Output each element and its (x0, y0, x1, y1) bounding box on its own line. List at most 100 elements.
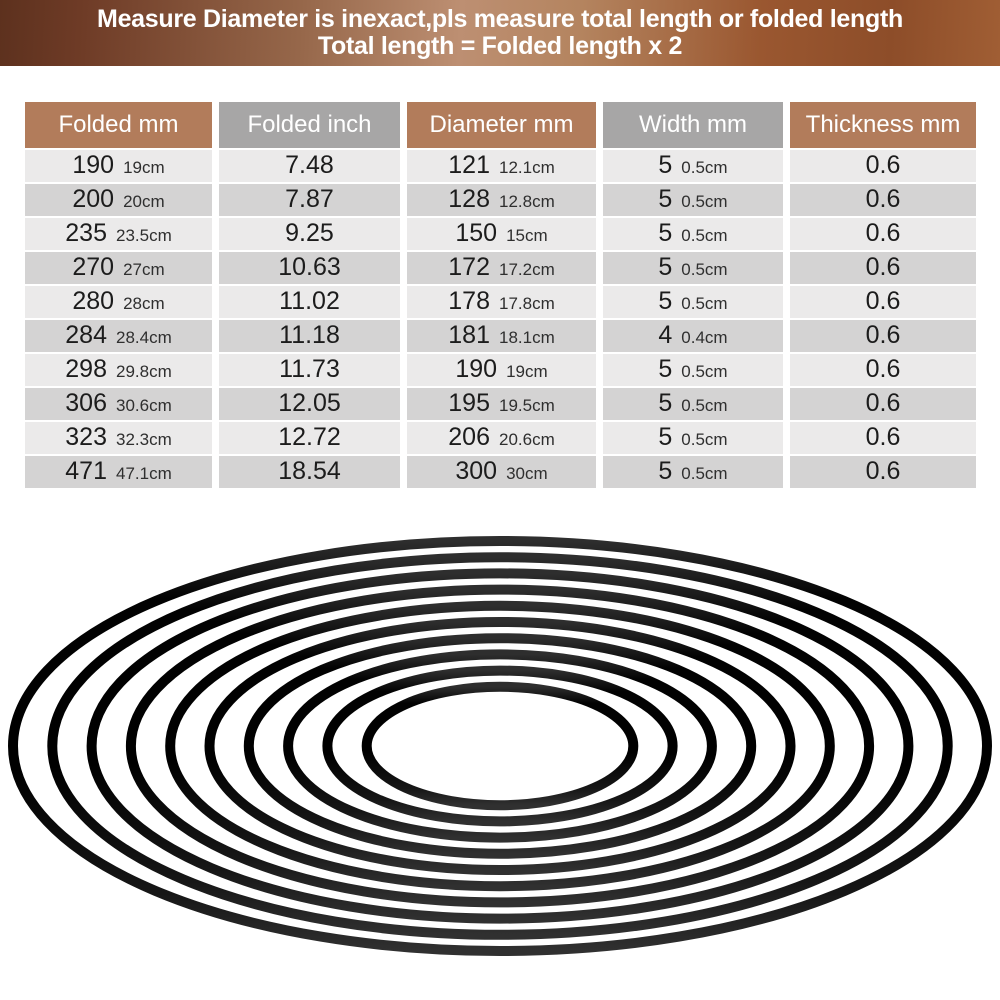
cell-diameter-mm: 128 12.8cm (407, 184, 596, 216)
diameter-mm-cm-value: 19.5cm (498, 396, 555, 415)
width-mm-value: 5 (658, 253, 673, 281)
diameter-mm-cm-value: 17.8cm (498, 294, 555, 313)
table-row: 306 30.6cm 12.05 195 19.5cm 5 0.5cm 0.6 (25, 388, 976, 420)
cell-diameter-mm: 121 12.1cm (407, 150, 596, 182)
cell-thickness-mm: 0.6 (790, 354, 976, 386)
banner-line-1: Measure Diameter is inexact,pls measure … (97, 5, 903, 33)
cell-folded-inch: 11.02 (219, 286, 400, 318)
cell-folded-inch: 7.48 (219, 150, 400, 182)
folded-mm-cm-value: 27cm (123, 260, 165, 279)
cell-thickness-mm: 0.6 (790, 286, 976, 318)
folded-mm-cm-value: 32.3cm (115, 430, 172, 449)
folded-mm-cm-value: 19cm (123, 158, 165, 177)
diameter-mm-cm-value: 12.1cm (498, 158, 555, 177)
belt-ring (47, 552, 953, 940)
width-mm-cm-value: 0.5cm (681, 226, 728, 245)
cell-thickness-mm: 0.6 (790, 320, 976, 352)
cell-folded-inch: 7.87 (219, 184, 400, 216)
belt-ring (361, 681, 639, 811)
diameter-mm-value: 195 (448, 389, 490, 417)
cell-thickness-mm: 0.6 (790, 422, 976, 454)
cell-folded-mm: 323 32.3cm (25, 422, 212, 454)
cell-folded-inch: 10.63 (219, 252, 400, 284)
cell-folded-inch: 12.72 (219, 422, 400, 454)
width-mm-value: 4 (658, 321, 673, 349)
diameter-mm-cm-value: 15cm (506, 226, 548, 245)
cell-thickness-mm: 0.6 (790, 456, 976, 488)
width-mm-value: 5 (658, 355, 673, 383)
folded-inch-value: 11.02 (279, 287, 340, 315)
cell-diameter-mm: 172 17.2cm (407, 252, 596, 284)
cell-width-mm: 5 0.5cm (603, 218, 783, 250)
column-header-folded-mm: Folded mm (25, 102, 212, 148)
folded-inch-value: 18.54 (278, 457, 341, 485)
width-mm-cm-value: 0.5cm (681, 396, 728, 415)
diameter-mm-value: 190 (455, 355, 498, 383)
folded-inch-value: 11.73 (279, 355, 340, 383)
thickness-mm-value: 0.6 (865, 321, 901, 349)
table-header-row: Folded mm Folded inch Diameter mm Width mm T… (25, 102, 976, 148)
belt-ring (165, 600, 835, 892)
folded-inch-value: 7.48 (285, 151, 334, 179)
cell-diameter-mm: 195 19.5cm (407, 388, 596, 420)
cell-folded-mm: 471 47.1cm (25, 456, 212, 488)
folded-mm-cm-value: 28cm (123, 294, 165, 313)
diameter-mm-value: 181 (448, 321, 490, 349)
table-row: 471 47.1cm 18.54 300 30cm 5 0.5cm 0.6 (25, 456, 976, 488)
folded-mm-cm-value: 29.8cm (115, 362, 172, 381)
folded-mm-value: 235 (65, 219, 107, 247)
width-mm-cm-value: 0.5cm (681, 464, 728, 483)
width-mm-value: 5 (658, 457, 673, 485)
folded-mm-value: 306 (65, 389, 107, 417)
cell-thickness-mm: 0.6 (790, 252, 976, 284)
thickness-mm-value: 0.6 (865, 151, 901, 179)
cell-folded-mm: 190 19cm (25, 150, 212, 182)
column-header-width-mm: Width mm (603, 102, 783, 148)
cell-width-mm: 5 0.5cm (603, 184, 783, 216)
belt-ring (125, 584, 875, 908)
folded-mm-value: 270 (72, 253, 115, 281)
cell-thickness-mm: 0.6 (790, 150, 976, 182)
column-header-thickness-mm: Thickness mm (790, 102, 976, 148)
width-mm-cm-value: 0.5cm (681, 430, 728, 449)
folded-mm-cm-value: 30.6cm (115, 396, 172, 415)
folded-inch-value: 9.25 (285, 219, 334, 247)
diameter-mm-cm-value: 30cm (506, 464, 548, 483)
belt-ring (204, 617, 796, 875)
cell-folded-mm: 298 29.8cm (25, 354, 212, 386)
table-body: 190 19cm 7.48 121 12.1cm 5 0.5cm 0.6 200 20cm 7.87… (25, 150, 976, 488)
thickness-mm-value: 0.6 (865, 457, 901, 485)
cell-width-mm: 4 0.4cm (603, 320, 783, 352)
diameter-mm-value: 121 (448, 151, 490, 179)
folded-mm-value: 284 (65, 321, 107, 349)
diameter-mm-value: 300 (455, 457, 498, 485)
thickness-mm-value: 0.6 (865, 219, 901, 247)
cell-folded-mm: 284 28.4cm (25, 320, 212, 352)
diameter-mm-value: 150 (455, 219, 498, 247)
width-mm-cm-value: 0.5cm (681, 192, 728, 211)
diameter-mm-value: 128 (448, 185, 490, 213)
width-mm-cm-value: 0.5cm (681, 260, 728, 279)
table-row: 235 23.5cm 9.25 150 15cm 5 0.5cm 0.6 (25, 218, 976, 250)
thickness-mm-value: 0.6 (865, 253, 901, 281)
belt-ring (243, 633, 757, 859)
folded-mm-cm-value: 28.4cm (115, 328, 172, 347)
width-mm-cm-value: 0.5cm (681, 362, 728, 381)
cell-width-mm: 5 0.5cm (603, 286, 783, 318)
width-mm-value: 5 (658, 151, 673, 179)
cell-thickness-mm: 0.6 (790, 388, 976, 420)
cell-diameter-mm: 300 30cm (407, 456, 596, 488)
belt-ring (322, 665, 678, 827)
diameter-mm-value: 206 (448, 423, 490, 451)
folded-mm-value: 280 (72, 287, 115, 315)
folded-mm-cm-value: 47.1cm (115, 464, 172, 483)
cell-diameter-mm: 150 15cm (407, 218, 596, 250)
cell-folded-mm: 280 28cm (25, 286, 212, 318)
folded-mm-value: 323 (65, 423, 107, 451)
width-mm-cm-value: 0.5cm (681, 294, 728, 313)
belt-ring (283, 649, 717, 843)
diameter-mm-cm-value: 17.2cm (498, 260, 555, 279)
cell-folded-mm: 200 20cm (25, 184, 212, 216)
diameter-mm-cm-value: 18.1cm (498, 328, 555, 347)
